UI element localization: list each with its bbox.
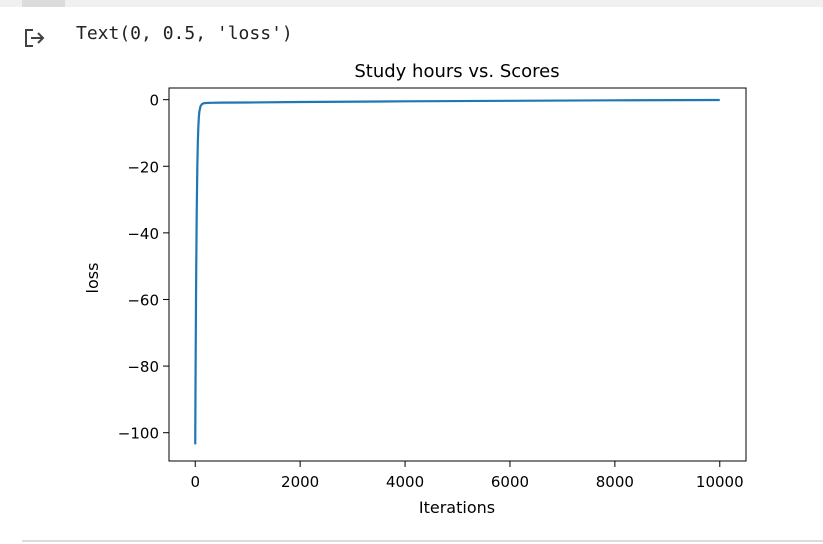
x-tick-label: 2000 (281, 473, 319, 491)
x-tick-label: 4000 (386, 473, 424, 491)
x-tick-label: 8000 (596, 473, 634, 491)
y-tick-label: −40 (127, 225, 159, 243)
chart-title: Study hours vs. Scores (354, 61, 559, 82)
output-arrow-icon[interactable] (24, 28, 46, 48)
output-text: Text(0, 0.5, 'loss') (76, 23, 293, 44)
y-tick-label: −60 (127, 291, 159, 309)
y-tick-label: 0 (149, 92, 159, 110)
x-axis-label: Iterations (419, 498, 495, 517)
y-tick-label: −20 (127, 158, 159, 176)
y-tick-label: −80 (127, 358, 159, 376)
plot-frame (168, 87, 747, 462)
x-tick-label: 10000 (696, 473, 744, 491)
y-axis: 0 −20 −40 −60 −80 −100 (118, 92, 169, 443)
y-axis-label: loss (83, 263, 102, 294)
cell-top-border (0, 0, 823, 7)
cell-bottom-divider (22, 540, 823, 542)
x-tick-label: 6000 (491, 473, 529, 491)
x-axis: 0 2000 4000 6000 8000 10000 (190, 461, 744, 491)
x-tick-label: 0 (190, 473, 200, 491)
y-tick-label: −100 (118, 425, 159, 443)
cell-run-area[interactable] (22, 0, 65, 7)
loss-series-line (194, 98, 720, 445)
